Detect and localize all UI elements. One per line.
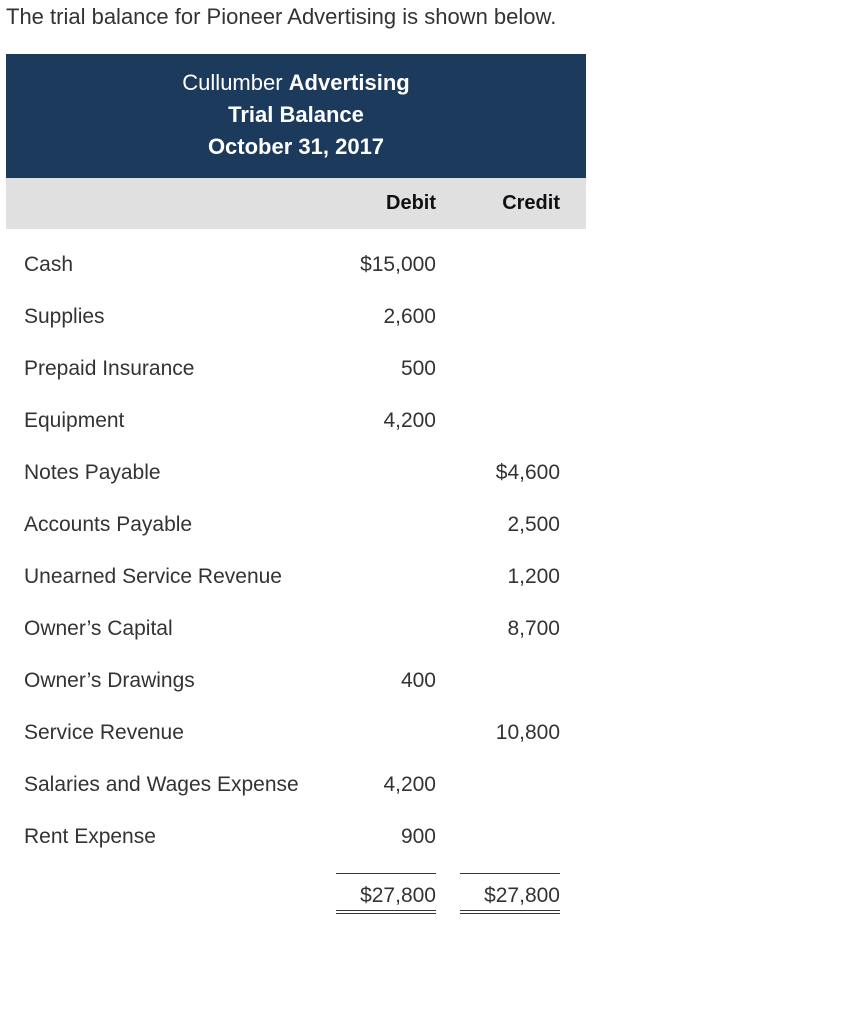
account-name: Equipment [24, 409, 316, 433]
debit-value: $15,000 [316, 253, 436, 277]
credit-value: 8,700 [436, 617, 566, 641]
account-name: Service Revenue [24, 721, 316, 745]
account-name: Prepaid Insurance [24, 357, 316, 381]
totals-credit-cell: $27,800 [436, 873, 566, 914]
account-name: Rent Expense [24, 825, 316, 849]
account-name: Accounts Payable [24, 513, 316, 537]
company-name-prefix: Cullumber [182, 70, 288, 95]
account-name: Owner’s Drawings [24, 669, 316, 693]
column-header-account [6, 192, 316, 215]
totals-debit-cell: $27,800 [316, 873, 436, 914]
account-name: Salaries and Wages Expense [24, 773, 316, 797]
debit-value [316, 513, 436, 537]
debit-value [316, 721, 436, 745]
account-name: Owner’s Capital [24, 617, 316, 641]
debit-value: 900 [316, 825, 436, 849]
table-row: Rent Expense900 [6, 811, 586, 863]
table-title-header: Cullumber Advertising Trial Balance Octo… [6, 54, 586, 178]
debit-value: 2,600 [316, 305, 436, 329]
account-name: Cash [24, 253, 316, 277]
table-row: Salaries and Wages Expense4,200 [6, 759, 586, 811]
credit-value: 10,800 [436, 721, 566, 745]
column-header-credit: Credit [436, 192, 566, 215]
column-header-debit: Debit [316, 192, 436, 215]
totals-label [24, 873, 316, 914]
table-row: Cash$15,000 [6, 239, 586, 291]
table-row: Service Revenue 10,800 [6, 707, 586, 759]
report-date: October 31, 2017 [16, 134, 576, 160]
table-row: Prepaid Insurance500 [6, 343, 586, 395]
trial-balance-table: Cullumber Advertising Trial Balance Octo… [6, 54, 586, 928]
table-row: Supplies2,600 [6, 291, 586, 343]
table-row: Owner’s Drawings400 [6, 655, 586, 707]
credit-value [436, 305, 566, 329]
debit-value: 500 [316, 357, 436, 381]
table-row: Equipment4,200 [6, 395, 586, 447]
credit-value: 1,200 [436, 565, 566, 589]
totals-row: $27,800 $27,800 [6, 863, 586, 928]
credit-value [436, 357, 566, 381]
table-body: Cash$15,000Supplies2,600Prepaid Insuranc… [6, 229, 586, 863]
debit-value: 4,200 [316, 773, 436, 797]
table-row: Notes Payable $4,600 [6, 447, 586, 499]
credit-value [436, 409, 566, 433]
debit-value [316, 617, 436, 641]
debit-value [316, 565, 436, 589]
account-name: Supplies [24, 305, 316, 329]
debit-value: 4,200 [316, 409, 436, 433]
totals-debit: $27,800 [336, 873, 436, 914]
column-headers-row: Debit Credit [6, 178, 586, 229]
credit-value [436, 825, 566, 849]
credit-value [436, 669, 566, 693]
credit-value: 2,500 [436, 513, 566, 537]
intro-text: The trial balance for Pioneer Advertisin… [0, 0, 863, 54]
table-row: Unearned Service Revenue 1,200 [6, 551, 586, 603]
credit-value [436, 253, 566, 277]
debit-value: 400 [316, 669, 436, 693]
totals-credit: $27,800 [460, 873, 560, 914]
table-row: Accounts Payable 2,500 [6, 499, 586, 551]
account-name: Notes Payable [24, 461, 316, 485]
credit-value: $4,600 [436, 461, 566, 485]
company-name: Cullumber Advertising [16, 70, 576, 96]
debit-value [316, 461, 436, 485]
account-name: Unearned Service Revenue [24, 565, 316, 589]
credit-value [436, 773, 566, 797]
report-title: Trial Balance [16, 102, 576, 128]
company-name-bold: Advertising [289, 70, 410, 95]
table-row: Owner’s Capital 8,700 [6, 603, 586, 655]
